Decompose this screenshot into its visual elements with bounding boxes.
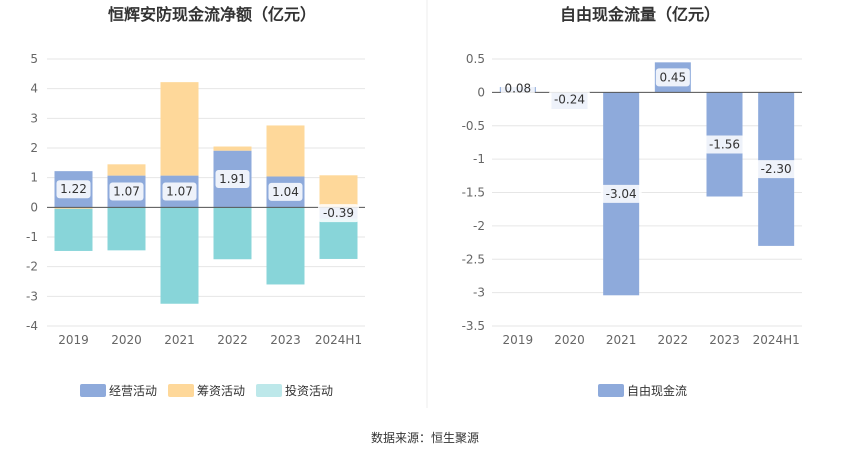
c2-y-tick-label: -1.5	[462, 186, 485, 200]
chart1-x-axis: 2019 2020 2021 2022 2023 2024H1	[58, 333, 362, 347]
c1-y-tick-label: 3	[30, 111, 38, 125]
bar-financing-2023[interactable]	[266, 125, 305, 177]
data-label-fcf-2019-bg	[500, 79, 535, 98]
data-label-fcf-2023-bg	[704, 135, 745, 154]
legend-swatch-investing	[256, 384, 282, 397]
bar-financing-2024H1[interactable]	[319, 175, 358, 208]
data-label-fcf-2022: 0.45	[659, 70, 686, 84]
data-label-operating-2023-bg	[268, 182, 303, 201]
data-label-operating-2020-bg	[109, 182, 144, 201]
c2-y-tick-label: -3	[473, 286, 485, 300]
legend-swatch-fcf	[598, 384, 624, 397]
c1-y-tick-label: 1	[30, 171, 38, 185]
c2-x-tick-label: 2023	[709, 333, 740, 347]
data-label-fcf-2020-bg	[549, 90, 590, 109]
data-label-operating-2019: 1.22	[60, 182, 87, 196]
bar-financing-2019[interactable]	[54, 207, 93, 209]
data-label-operating-2021-bg	[162, 182, 197, 201]
c1-y-tick-label: -3	[26, 289, 38, 303]
bar-investing-2023[interactable]	[266, 207, 305, 285]
legend-label-investing: 投资活动	[285, 383, 333, 398]
c1-x-tick-label: 2022	[217, 333, 248, 347]
free-cash-flow-chart: 自由现金流量（亿元） 0.5 0 -0.5 -1 -1.5 -2 -2.5 -3 -3.5 0.…	[462, 5, 802, 398]
bar-investing-2019[interactable]	[54, 208, 93, 251]
c1-y-tick-label: -2	[26, 260, 38, 274]
bar-investing-2020[interactable]	[107, 207, 146, 251]
c2-y-tick-label: -2	[473, 219, 485, 233]
legend-swatch-financing	[168, 384, 194, 397]
c2-x-tick-label: 2022	[658, 333, 689, 347]
bar-financing-2022[interactable]	[213, 146, 252, 151]
bar-investing-2021[interactable]	[160, 207, 199, 304]
chart1-y-axis: 5 4 3 2 1 0 -1 -2 -3 -4	[26, 52, 38, 333]
data-label-operating-2023: 1.04	[272, 185, 299, 199]
c2-y-tick-label: -3.5	[462, 319, 485, 333]
chart1-title: 恒辉安防现金流净额（亿元）	[108, 5, 316, 24]
data-label-fcf-2021-bg	[600, 184, 642, 203]
data-label-operating-2024H1-bg	[318, 204, 359, 223]
data-label-operating-2019-bg	[56, 180, 91, 199]
c1-y-tick-label: 5	[30, 52, 38, 66]
c2-y-tick-label: -0.5	[462, 119, 485, 133]
c2-y-tick-label: -1	[473, 152, 485, 166]
data-label-fcf-2021: -3.04	[606, 187, 637, 201]
chart2-bars	[499, 62, 795, 296]
legend-item-operating[interactable]: 经营活动	[80, 384, 157, 398]
c1-x-tick-label: 2023	[270, 333, 301, 347]
chart2-legend: 自由现金流	[598, 383, 687, 398]
c1-x-tick-label: 2019	[58, 333, 89, 347]
bar-investing-2024H1[interactable]	[319, 218, 358, 259]
c1-x-tick-label: 2024H1	[315, 333, 362, 347]
c1-y-tick-label: -4	[26, 319, 38, 333]
c2-y-tick-label: 0	[477, 85, 485, 99]
data-label-operating-2022-bg	[215, 170, 250, 189]
legend-item-investing[interactable]: 投资活动	[256, 383, 333, 398]
c2-x-tick-label: 2019	[503, 333, 534, 347]
chart2-title: 自由现金流量（亿元）	[560, 5, 720, 24]
c2-y-tick-label: -2.5	[462, 252, 485, 266]
chart1-legend: 经营活动 筹资活动 投资活动	[80, 383, 333, 398]
c2-y-tick-label: 0.5	[466, 52, 485, 66]
chart1-grid	[47, 58, 365, 327]
c1-x-tick-label: 2020	[111, 333, 142, 347]
c1-y-tick-label: 0	[30, 200, 38, 214]
data-label-operating-2020: 1.07	[113, 184, 140, 198]
data-label-fcf-2023: -1.56	[709, 137, 740, 151]
c1-y-tick-label: 4	[30, 82, 38, 96]
data-label-operating-2024H1: -0.39	[323, 206, 354, 220]
c2-x-tick-label: 2021	[606, 333, 637, 347]
c1-x-tick-label: 2021	[164, 333, 195, 347]
data-label-operating-2022: 1.91	[219, 172, 246, 186]
legend-label-financing: 筹资活动	[197, 384, 245, 398]
legend-label-fcf: 自由现金流	[627, 383, 687, 398]
bar-investing-2022[interactable]	[213, 207, 252, 260]
data-label-fcf-2024H1-bg	[755, 160, 797, 179]
legend-label-operating: 经营活动	[109, 384, 157, 398]
data-label-fcf-2022-bg	[655, 68, 690, 87]
c2-x-tick-label: 2020	[554, 333, 585, 347]
data-label-operating-2021: 1.07	[166, 184, 193, 198]
chart1-bars	[54, 82, 358, 304]
c1-y-tick-label: -1	[26, 230, 38, 244]
chart2-y-axis: 0.5 0 -0.5 -1 -1.5 -2 -2.5 -3 -3.5	[462, 52, 485, 333]
chart2-data-labels: 0.08 -0.24 -3.04 0.45 -1.56 -2.30	[500, 68, 797, 203]
c2-x-tick-label: 2024H1	[753, 333, 800, 347]
data-label-fcf-2020: -0.24	[554, 92, 585, 106]
chart1-data-labels: 1.22 1.07 1.07 1.91 1.04 -0.39	[56, 170, 359, 223]
cash-flow-chart: 恒辉安防现金流净额（亿元） 5 4 3 2 1 0 -1 -2 -3 -4 1.22 1.07 1.0…	[26, 5, 365, 398]
bar-financing-2021[interactable]	[160, 82, 199, 176]
data-source-note: 数据来源：恒生聚源	[370, 431, 479, 445]
data-label-fcf-2019: 0.08	[504, 81, 531, 95]
data-label-fcf-2024H1: -2.30	[761, 162, 792, 176]
legend-item-financing[interactable]: 筹资活动	[168, 384, 245, 398]
legend-item-fcf[interactable]: 自由现金流	[598, 383, 687, 398]
c1-y-tick-label: 2	[30, 141, 38, 155]
chart2-grid	[492, 58, 802, 327]
legend-swatch-operating	[80, 384, 106, 397]
bar-financing-2020[interactable]	[107, 164, 146, 176]
chart2-x-axis: 2019 2020 2021 2022 2023 2024H1	[503, 333, 800, 347]
